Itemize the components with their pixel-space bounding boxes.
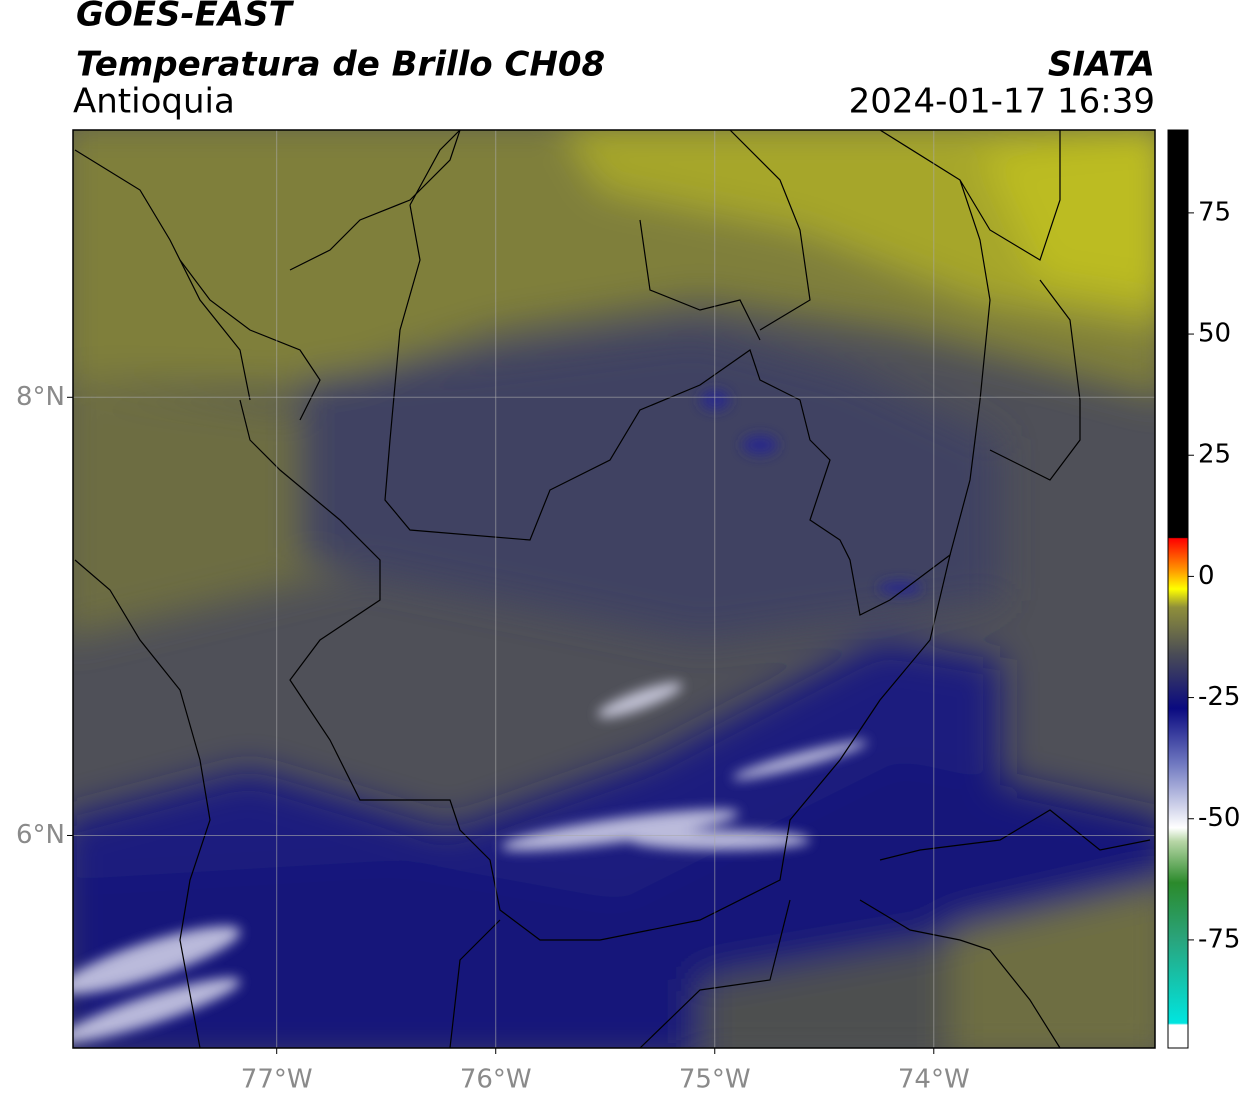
- lon-tick-label: 77°W: [241, 1065, 313, 1095]
- map-frame: [72, 129, 1156, 1049]
- lat-tick-label: 8°N: [16, 382, 65, 412]
- colorbar-tick-label: -75: [1198, 924, 1240, 954]
- subtitle: Temperatura de Brillo CH08: [76, 45, 605, 85]
- colorbar-tick-label: 50: [1198, 319, 1231, 349]
- datetime: 2024-01-17 16:39: [849, 82, 1155, 122]
- lon-tick-label: 75°W: [679, 1065, 751, 1095]
- colorbar-tick-label: 25: [1198, 440, 1231, 470]
- lon-tick-label: 76°W: [460, 1065, 532, 1095]
- map-image: [73, 130, 1155, 1048]
- colorbar-tick-label: 0: [1198, 561, 1215, 591]
- grid: [73, 130, 1155, 1048]
- region: Antioquia: [73, 82, 235, 122]
- source: SIATA: [1048, 45, 1155, 85]
- colorbar-tick-label: -50: [1198, 803, 1240, 833]
- colorbar-tick-label: 75: [1198, 197, 1231, 227]
- title: GOES-EAST: [76, 0, 295, 35]
- colorbar-tick-label: -25: [1198, 682, 1240, 712]
- lat-tick-label: 6°N: [16, 820, 65, 850]
- lon-tick-label: 74°W: [898, 1065, 970, 1095]
- colorbar: [1167, 129, 1189, 1049]
